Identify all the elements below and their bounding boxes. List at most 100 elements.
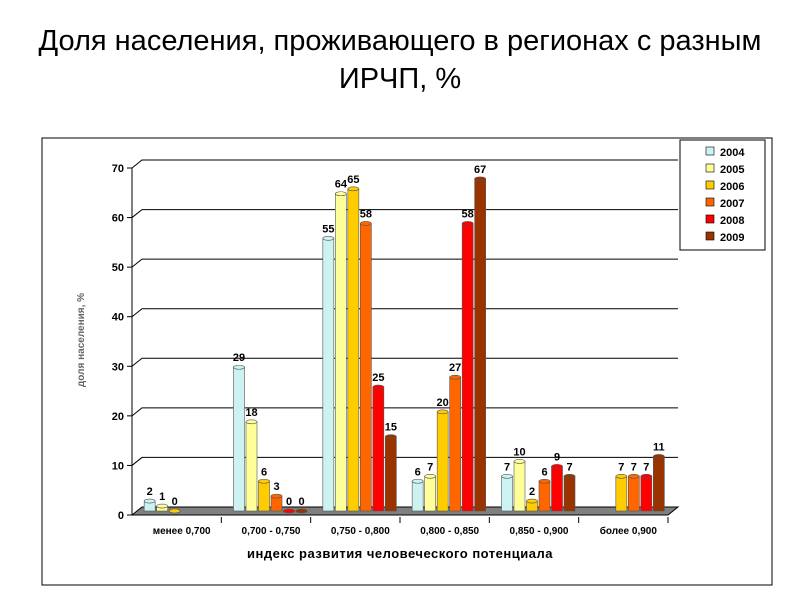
bar-cap <box>615 473 628 479</box>
legend-label: 2009 <box>720 232 744 244</box>
gridline <box>131 159 678 169</box>
data-label: 18 <box>245 407 257 419</box>
y-axis-title: доля населения, % <box>76 293 87 387</box>
bar-cap <box>538 478 551 484</box>
x-tick-label: менее 0,700 <box>153 526 211 537</box>
data-label: 6 <box>541 466 547 478</box>
bar-cap <box>168 508 181 514</box>
data-label: 0 <box>286 496 292 508</box>
bar <box>640 475 653 512</box>
legend-swatch <box>705 180 715 190</box>
bar-cap <box>436 409 449 415</box>
x-tick-label: 0,800 - 0,850 <box>420 526 479 537</box>
data-label: 7 <box>618 461 624 473</box>
bar <box>563 475 576 512</box>
gridline <box>131 258 678 268</box>
gridline <box>131 407 678 417</box>
bar-cap <box>245 419 258 425</box>
x-tick-label: 0,700 - 0,750 <box>242 526 301 537</box>
chart-frame <box>41 137 773 586</box>
data-label: 7 <box>643 461 649 473</box>
bar-cap <box>233 364 245 370</box>
data-label: 10 <box>513 446 525 458</box>
legend-label: 2007 <box>720 198 744 210</box>
bar <box>474 178 486 512</box>
data-label: 9 <box>554 451 560 463</box>
bar <box>551 466 563 512</box>
bar <box>424 475 436 512</box>
bar-cap <box>461 221 474 226</box>
y-tick-label: 70 <box>112 163 124 175</box>
bar-cap <box>385 434 397 439</box>
bar <box>322 238 335 512</box>
gridline <box>131 209 678 218</box>
legend-label: 2006 <box>720 181 744 193</box>
bar <box>501 475 513 512</box>
x-tick-label: более 0,900 <box>600 525 658 537</box>
bar <box>335 193 347 512</box>
chart-title: Доля населения, проживающего в регионах … <box>38 25 762 95</box>
data-label: 6 <box>261 466 267 478</box>
bar <box>245 421 258 512</box>
bar <box>411 480 424 512</box>
bar-cap <box>283 508 295 514</box>
bar-cap <box>474 176 486 182</box>
legend <box>679 139 766 251</box>
legend-label: 2004 <box>720 147 745 159</box>
x-axis-title: индекс развития человеческого потенциала <box>247 546 553 561</box>
bar-cap <box>295 508 308 514</box>
y-tick-label: 40 <box>112 312 124 324</box>
data-label: 15 <box>385 422 397 434</box>
chart-floor <box>130 506 680 516</box>
y-tick-label: 50 <box>112 262 124 274</box>
bar-cap <box>424 473 436 479</box>
bar <box>233 366 245 512</box>
data-label: 1 <box>159 491 165 503</box>
bar-cap <box>449 374 461 380</box>
bar-cap <box>258 478 270 484</box>
bar <box>385 436 397 512</box>
y-tick-label: 60 <box>112 213 124 225</box>
gridline <box>131 308 678 318</box>
data-label: 7 <box>631 461 637 473</box>
bar <box>436 411 449 512</box>
bar <box>513 461 526 512</box>
bar-cap <box>411 478 424 484</box>
bar-cap <box>653 454 665 459</box>
legend-swatch <box>705 197 715 207</box>
data-label: 58 <box>462 208 474 220</box>
gridline <box>131 456 678 466</box>
bar-cap <box>143 498 156 504</box>
data-label: 67 <box>474 164 486 176</box>
bar-cap <box>526 498 538 504</box>
data-label: 0 <box>172 496 178 508</box>
data-label: 55 <box>322 223 334 235</box>
bar-cap <box>640 473 653 479</box>
data-label: 6 <box>415 466 421 478</box>
data-label: 0 <box>298 496 304 508</box>
legend-label: 2008 <box>720 215 744 227</box>
y-tick-label: 10 <box>112 460 124 472</box>
legend-swatch <box>705 214 715 224</box>
x-tick-label: 0,850 - 0,900 <box>510 526 569 537</box>
bar <box>449 376 461 512</box>
bar-cap <box>322 236 335 241</box>
bar-cap <box>372 384 385 390</box>
bar-cap <box>156 503 168 509</box>
legend-swatch <box>705 163 715 173</box>
bar <box>628 475 640 512</box>
bar-cap <box>563 473 576 479</box>
bar-cap <box>360 221 372 226</box>
data-label: 29 <box>233 352 245 364</box>
bar-cap <box>270 493 283 499</box>
bar <box>538 480 551 512</box>
x-tick-label: 0,750 - 0,800 <box>331 526 390 537</box>
y-tick-label: 20 <box>112 411 124 423</box>
bar <box>653 456 665 512</box>
bar <box>615 475 628 512</box>
data-label: 2 <box>147 486 153 498</box>
gridline <box>131 357 678 367</box>
legend-swatch <box>705 231 715 241</box>
bar <box>372 386 385 512</box>
bar-cap <box>347 186 360 192</box>
